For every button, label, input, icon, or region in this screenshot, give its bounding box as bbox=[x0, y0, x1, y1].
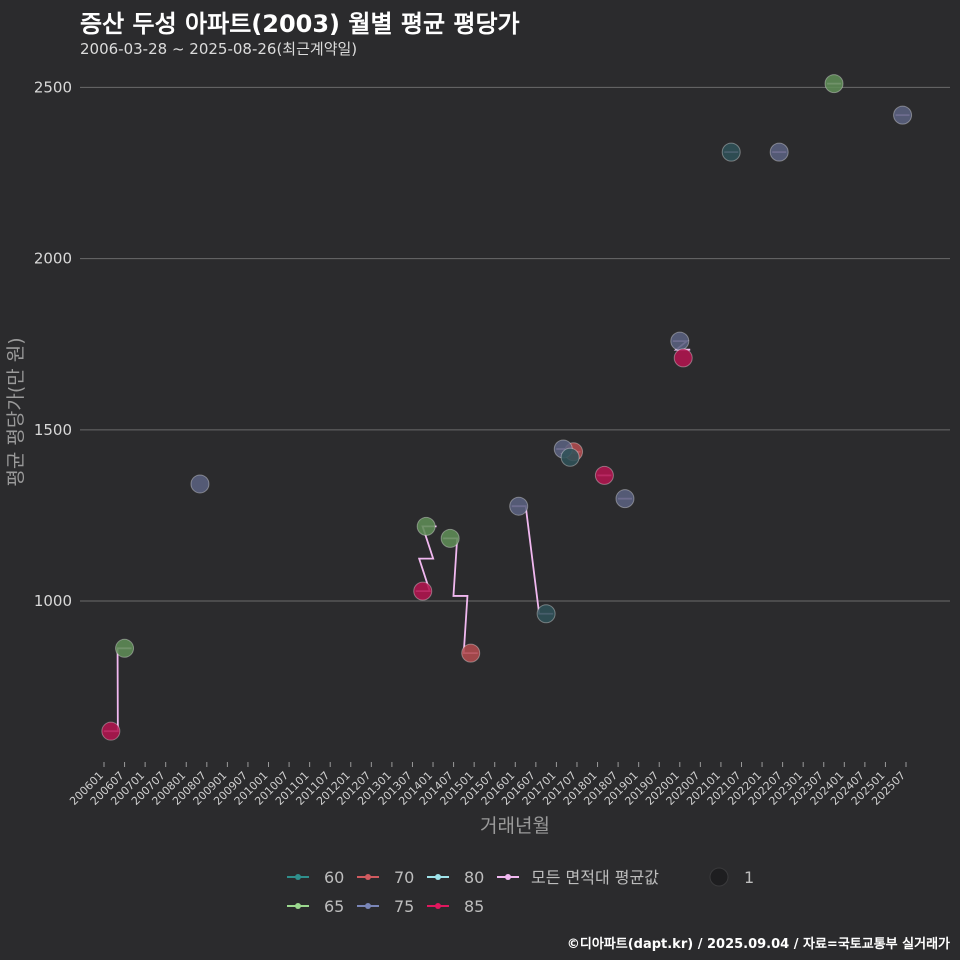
data-point-area-85 bbox=[413, 581, 433, 601]
legend-item-75: 75 bbox=[357, 897, 414, 916]
data-point-area-65 bbox=[115, 638, 135, 658]
data-point-area-75 bbox=[769, 142, 789, 162]
y-axis: 1000 1500 2000 2500 bbox=[34, 78, 72, 610]
legend-label: 65 bbox=[324, 897, 344, 916]
legend: 60 65 70 75 80 85 모든 면적대 평균값 1 bbox=[287, 867, 754, 916]
legend-label: 모든 면적대 평균값 bbox=[531, 868, 659, 887]
y-tick-label: 2000 bbox=[34, 250, 72, 268]
legend-label: 75 bbox=[394, 897, 414, 916]
x-axis-title: 거래년월 bbox=[480, 815, 550, 837]
y-tick-label: 1000 bbox=[34, 592, 72, 610]
average-line bbox=[103, 82, 910, 733]
legend-item-size: 1 bbox=[709, 867, 754, 887]
data-point-area-65 bbox=[440, 528, 460, 548]
y-tick-label: 1500 bbox=[34, 421, 72, 439]
legend-label: 1 bbox=[744, 868, 754, 887]
data-point-area-70 bbox=[461, 643, 481, 663]
data-point-area-80 bbox=[721, 142, 741, 162]
data-point-area-75 bbox=[893, 105, 913, 125]
legend-item-average: 모든 면적대 평균값 bbox=[497, 868, 659, 887]
chart-title: 증산 두성 아파트(2003) 월별 평균 평당가 bbox=[80, 10, 520, 38]
data-point-area-75 bbox=[190, 474, 210, 494]
y-axis-title: 평균 평당가(만 원) bbox=[5, 337, 27, 486]
legend-label: 80 bbox=[464, 868, 484, 887]
data-point-area-85 bbox=[101, 721, 121, 741]
data-point-area-80 bbox=[536, 604, 556, 624]
x-axis: 2006012006072007012007072008012008072009… bbox=[67, 762, 908, 808]
average-line-segment bbox=[415, 525, 437, 593]
data-point-area-85 bbox=[673, 348, 693, 368]
data-point-area-80 bbox=[560, 447, 580, 467]
y-tick-label: 2500 bbox=[34, 78, 72, 96]
legend-label: 70 bbox=[394, 868, 414, 887]
average-line-segment bbox=[443, 537, 478, 655]
legend-label: 60 bbox=[324, 868, 344, 887]
source-caption: ©디아파트(dapt.kr) / 2025.09.04 / 자료=국토교통부 실… bbox=[566, 937, 950, 952]
data-point-area-65 bbox=[824, 74, 844, 94]
legend-label: 85 bbox=[464, 897, 484, 916]
data-point-area-75 bbox=[509, 496, 529, 516]
legend-item-80: 80 bbox=[427, 868, 484, 887]
legend-item-60: 60 bbox=[287, 868, 344, 887]
data-point-area-85 bbox=[594, 465, 614, 485]
data-points bbox=[101, 74, 913, 741]
legend-item-85: 85 bbox=[427, 897, 484, 916]
chart-subtitle: 2006-03-28 ~ 2025-08-26(최근계약일) bbox=[80, 40, 358, 58]
average-line-segment bbox=[511, 505, 554, 615]
data-point-area-65 bbox=[416, 516, 436, 536]
legend-item-70: 70 bbox=[357, 868, 414, 887]
average-line-segment bbox=[103, 647, 132, 733]
data-point-area-75 bbox=[615, 489, 635, 509]
legend-item-65: 65 bbox=[287, 897, 344, 916]
data-point-area-75 bbox=[670, 331, 690, 351]
gridlines bbox=[80, 86, 950, 602]
